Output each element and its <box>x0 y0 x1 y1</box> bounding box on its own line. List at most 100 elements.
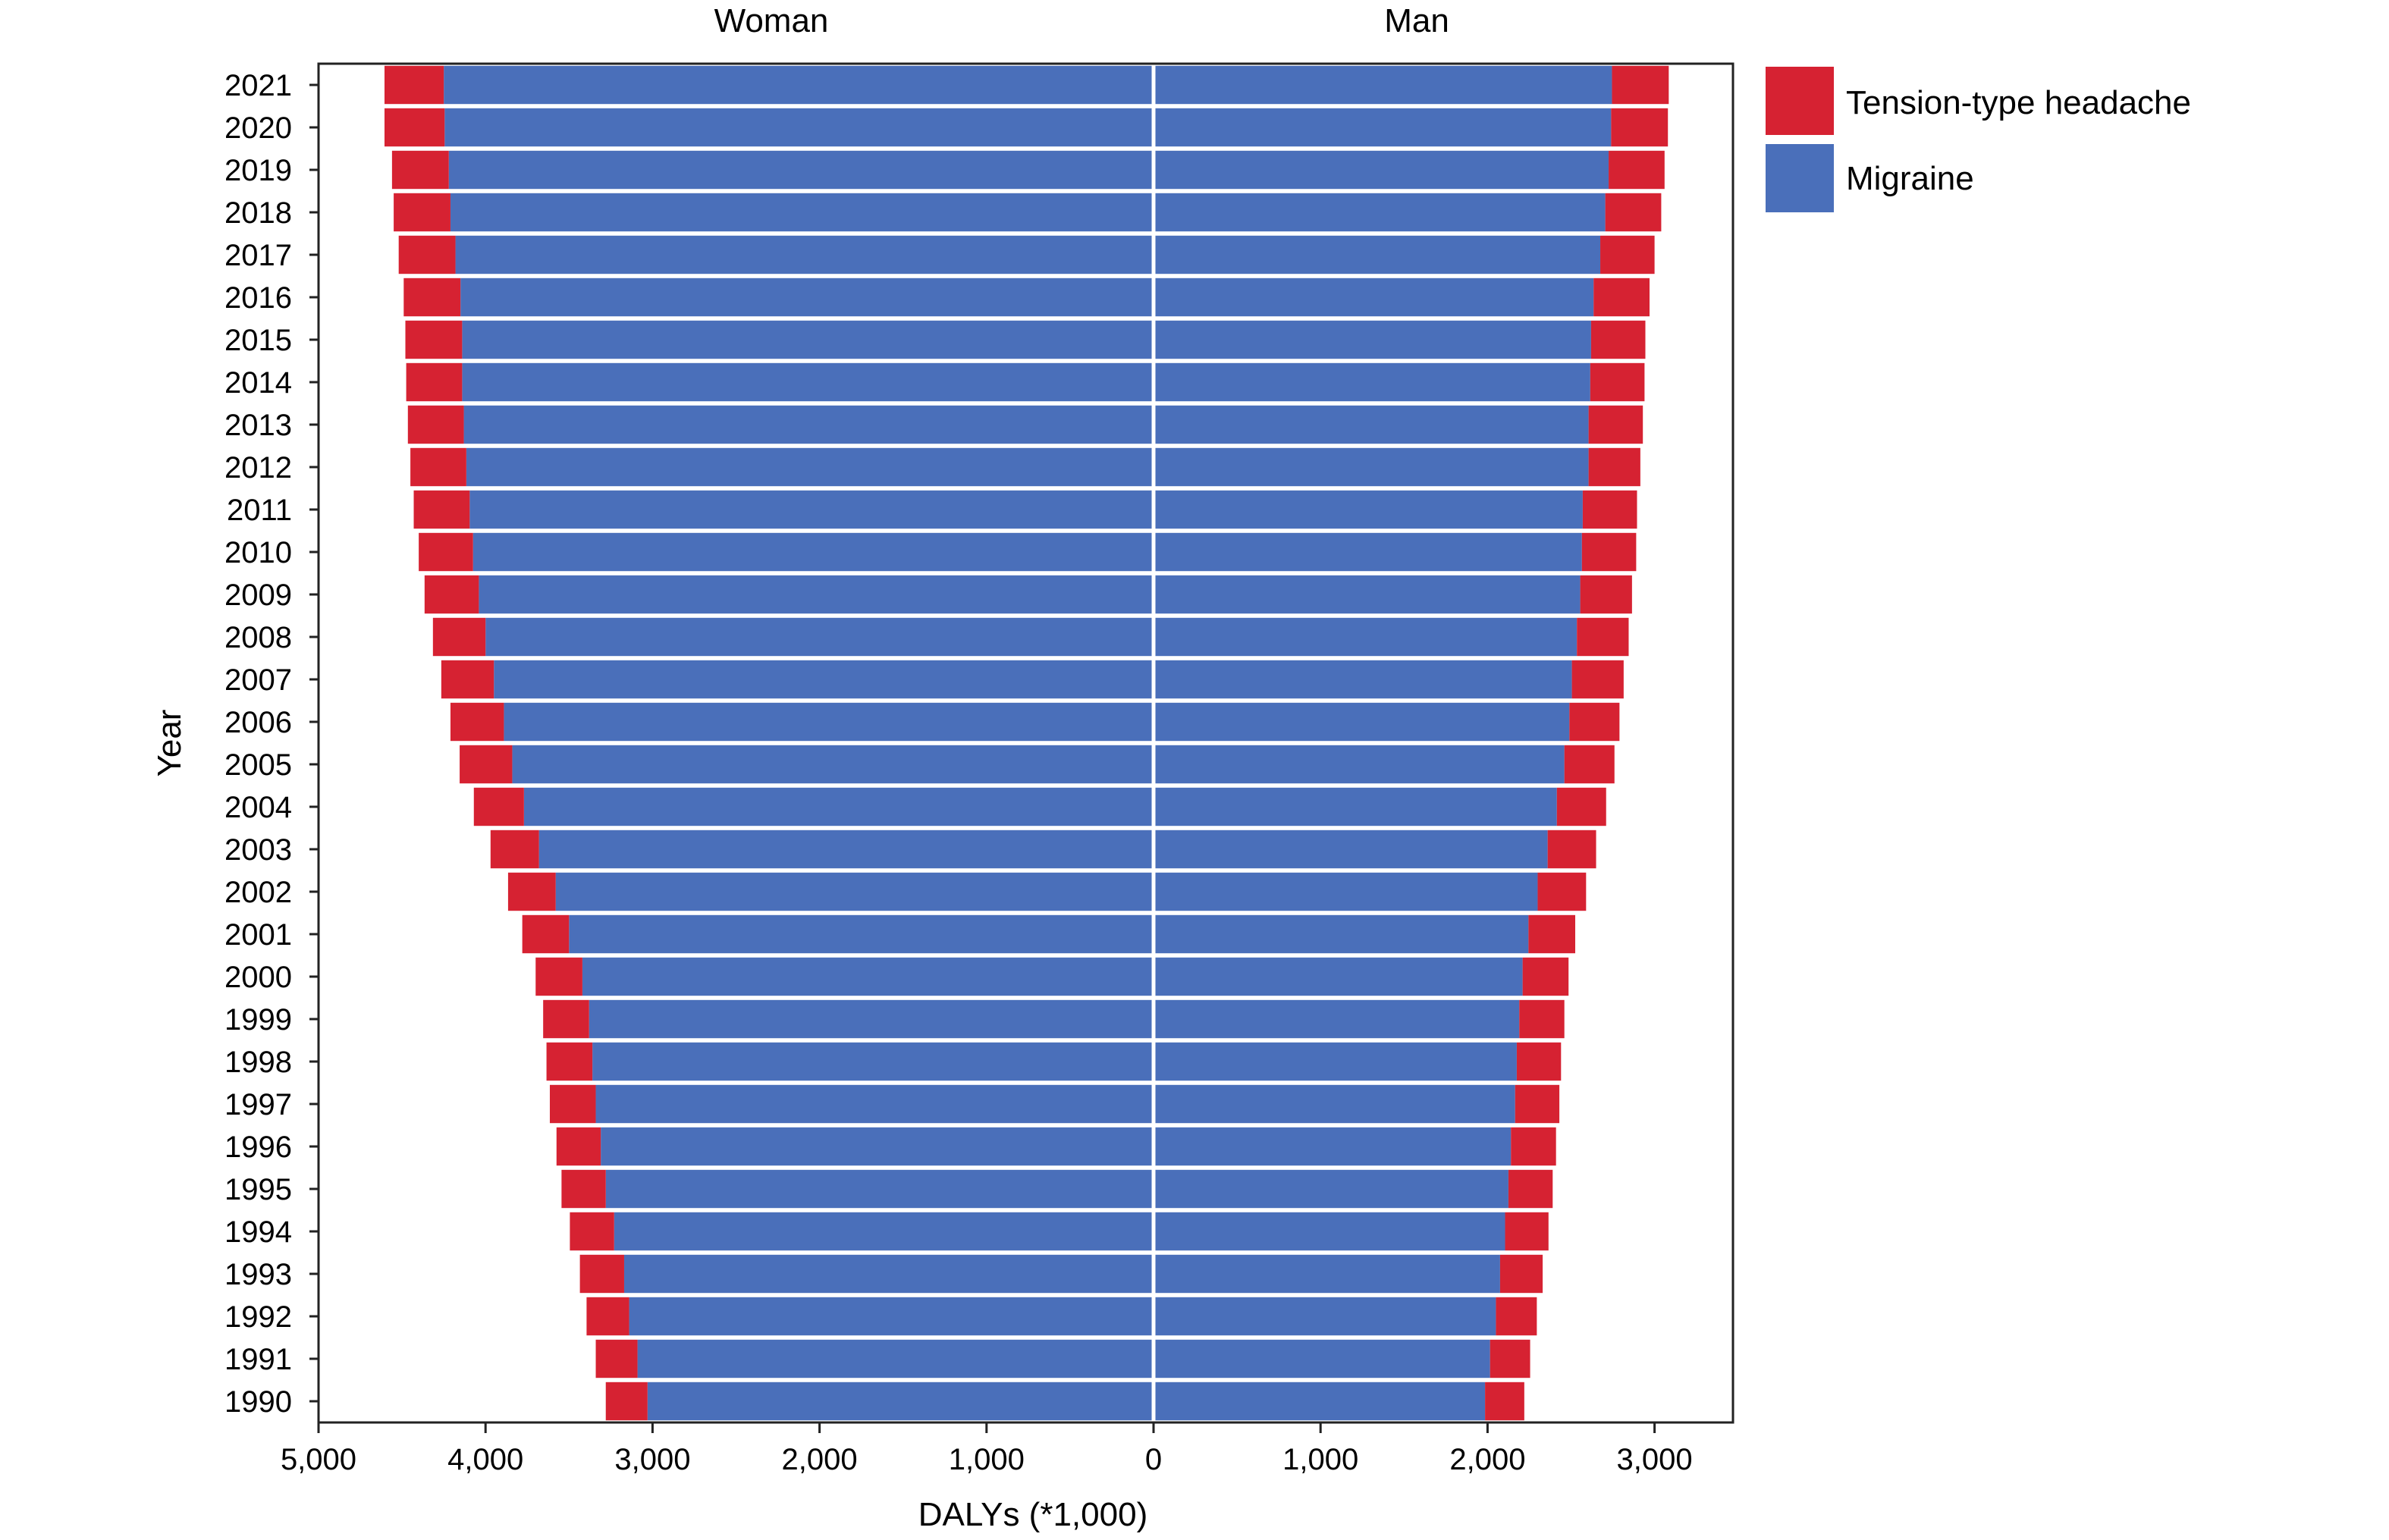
bar-man-migraine-2003 <box>1154 830 1548 869</box>
bar-man-tension-1999 <box>1519 999 1565 1039</box>
bar-man-tension-2016 <box>1593 278 1650 317</box>
bar-woman-tension-2019 <box>391 150 449 190</box>
bar-man-tension-2009 <box>1580 575 1632 614</box>
year-label-2021: 2021 <box>224 69 292 102</box>
bar-woman-tension-2005 <box>460 745 513 784</box>
year-label-1993: 1993 <box>224 1258 292 1291</box>
bar-woman-tension-2007 <box>441 660 494 699</box>
bar-man-tension-1991 <box>1490 1339 1530 1378</box>
year-label-1996: 1996 <box>224 1131 292 1164</box>
legend: Tension-type headache Migraine <box>1766 67 2191 212</box>
bar-man-migraine-2015 <box>1154 320 1591 359</box>
bar-woman-migraine-2009 <box>479 575 1154 614</box>
year-label-2013: 2013 <box>224 409 292 442</box>
bar-man-migraine-2011 <box>1154 490 1583 529</box>
year-label-1994: 1994 <box>224 1215 292 1249</box>
bar-man-migraine-1998 <box>1154 1042 1517 1081</box>
bar-woman-tension-2010 <box>419 532 473 572</box>
bar-man-migraine-2008 <box>1154 617 1577 657</box>
y-axis-title: Year <box>151 710 188 777</box>
bar-man-tension-2001 <box>1528 914 1576 954</box>
year-label-1999: 1999 <box>224 1003 292 1037</box>
bar-woman-migraine-1990 <box>647 1382 1154 1421</box>
bar-man-tension-2021 <box>1612 65 1669 105</box>
bar-woman-migraine-2018 <box>450 193 1154 232</box>
bar-woman-tension-1996 <box>556 1127 601 1166</box>
bar-man-migraine-2007 <box>1154 660 1572 699</box>
bar-man-tension-2013 <box>1588 405 1643 444</box>
year-label-2019: 2019 <box>224 154 292 187</box>
bar-woman-tension-2014 <box>406 362 463 402</box>
bar-woman-tension-2021 <box>384 65 444 105</box>
bar-man-tension-2000 <box>1522 957 1569 996</box>
bar-woman-migraine-2001 <box>569 914 1154 954</box>
bar-man-migraine-2019 <box>1154 150 1609 190</box>
bar-woman-migraine-2005 <box>512 745 1154 784</box>
bar-man-migraine-2002 <box>1154 872 1538 911</box>
bar-woman-tension-1993 <box>579 1254 624 1294</box>
bar-man-tension-2020 <box>1611 108 1669 147</box>
bar-man-tension-2012 <box>1588 447 1640 487</box>
bar-woman-tension-2012 <box>410 447 466 487</box>
bar-man-tension-2007 <box>1571 660 1624 699</box>
bar-woman-migraine-1997 <box>595 1084 1154 1124</box>
year-label-2017: 2017 <box>224 239 292 272</box>
bar-woman-migraine-1993 <box>623 1254 1154 1294</box>
bar-woman-tension-2006 <box>450 702 504 742</box>
x-tick-left-0: 5,000 <box>281 1443 356 1476</box>
bar-man-migraine-2009 <box>1154 575 1581 614</box>
x-tick-right-0: 1,000 <box>1282 1443 1358 1476</box>
bar-man-tension-1993 <box>1499 1254 1543 1294</box>
bar-woman-migraine-2012 <box>466 447 1154 487</box>
bar-man-tension-1992 <box>1496 1297 1537 1336</box>
bar-woman-tension-2017 <box>398 235 456 274</box>
legend-label-migraine: Migraine <box>1846 160 1974 197</box>
bar-man-migraine-2020 <box>1154 108 1612 147</box>
bar-man-migraine-1993 <box>1154 1254 1500 1294</box>
bar-man-migraine-2005 <box>1154 745 1565 784</box>
year-label-2003: 2003 <box>224 833 292 867</box>
bar-man-tension-2010 <box>1581 532 1637 572</box>
bar-man-migraine-1996 <box>1154 1127 1512 1166</box>
bar-woman-tension-2013 <box>407 405 464 444</box>
bar-woman-migraine-2021 <box>444 65 1154 105</box>
panel-title-woman: Woman <box>714 2 829 39</box>
year-labels: 2021 2020 2019 2018 2017 2016 2015 2014 2013 2012… <box>224 69 319 1419</box>
bar-man-migraine-2021 <box>1154 65 1612 105</box>
bar-woman-tension-2008 <box>432 617 486 657</box>
bar-man-migraine-2017 <box>1154 235 1601 274</box>
bar-man-migraine-2018 <box>1154 193 1606 232</box>
bar-man-tension-2018 <box>1605 193 1662 232</box>
bar-man-tension-1998 <box>1516 1042 1562 1081</box>
year-label-2018: 2018 <box>224 196 292 230</box>
bar-man-tension-2017 <box>1600 235 1655 274</box>
bar-woman-tension-2002 <box>507 872 556 911</box>
year-label-2004: 2004 <box>224 791 292 824</box>
x-tick-right-1: 2,000 <box>1449 1443 1525 1476</box>
year-label-2001: 2001 <box>224 918 292 952</box>
bar-woman-migraine-2017 <box>455 235 1154 274</box>
bar-woman-tension-2018 <box>394 193 450 232</box>
bar-woman-migraine-2016 <box>460 278 1154 317</box>
x-tick-left-1: 4,000 <box>447 1443 523 1476</box>
bar-woman-migraine-2014 <box>462 362 1154 402</box>
bar-woman-tension-2003 <box>490 830 539 869</box>
year-label-1997: 1997 <box>224 1088 292 1121</box>
bar-woman-migraine-1995 <box>605 1169 1154 1209</box>
bar-man-migraine-2004 <box>1154 787 1557 826</box>
woman-bars <box>384 65 1154 1421</box>
plot-frame <box>317 62 1734 1424</box>
bar-woman-tension-2011 <box>413 490 470 529</box>
bar-woman-migraine-2008 <box>485 617 1154 657</box>
year-label-1995: 1995 <box>224 1173 292 1206</box>
bar-woman-migraine-2019 <box>448 150 1154 190</box>
bar-woman-tension-1998 <box>546 1042 593 1081</box>
bar-man-tension-2008 <box>1577 617 1629 657</box>
bar-man-tension-2005 <box>1564 745 1615 784</box>
bar-man-tension-2015 <box>1590 320 1646 359</box>
year-label-2009: 2009 <box>224 579 292 612</box>
bar-man-migraine-1999 <box>1154 999 1520 1039</box>
bar-man-tension-1990 <box>1485 1382 1524 1421</box>
bar-woman-migraine-1992 <box>629 1297 1154 1336</box>
